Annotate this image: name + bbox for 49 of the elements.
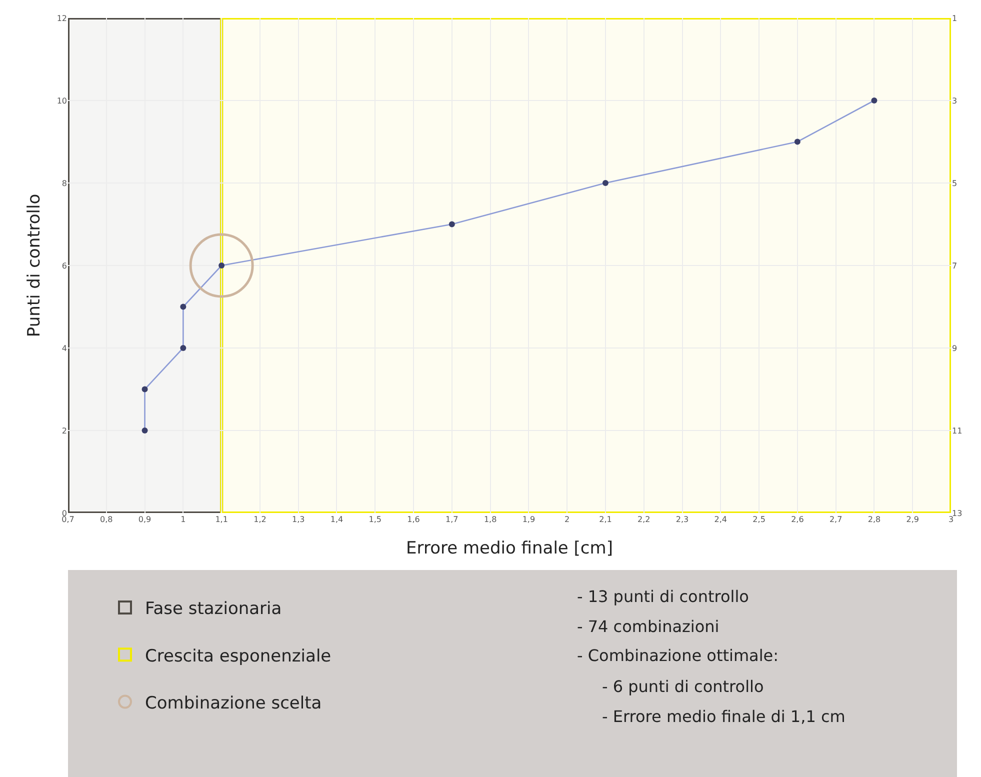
y-tick-label: 4 [62,344,67,353]
x-tick-label: 1,9 [522,515,536,524]
point [189,233,254,298]
text: - 13 punti di controllo [577,587,749,606]
x-tick-label: 2,3 [676,515,689,524]
x-tick-label: 1,8 [484,515,497,524]
y-tick-label: 2 [62,426,67,436]
x-tick-label: 2 [564,515,570,524]
y2-tick-label: 1 [952,14,958,23]
y-tick-label: 12 [56,14,67,23]
text: - 6 punti di controllo [602,677,764,696]
x-tick-label: 1,4 [330,515,344,524]
x-tick-label: 2,9 [906,515,919,524]
x-tick-label: 2,7 [829,515,842,524]
x-tick-label: 1,2 [254,515,266,524]
x-tick-label: 0,8 [100,515,113,524]
x-tick-label: 2,8 [868,515,881,524]
y2-tick-label: 3 [952,96,958,106]
x-tick-label: 1,6 [407,515,420,524]
y-tick-label: 10 [56,96,67,106]
x-tick-label: 0,7 [62,515,74,524]
x-tick-label: 2,2 [638,515,650,524]
x-tick-label: 1,7 [446,515,458,524]
legend-label: Fase stazionaria [145,599,282,620]
text: - Errore medio finale di 1,1 cm [602,707,846,726]
y-tick-label: 0 [62,508,67,518]
x-tick-label: 1,1 [215,515,228,524]
y-tick-label: 8 [62,178,67,188]
legend-label: Combinazione scelta [145,693,322,714]
text: - 74 combinazioni [577,617,720,636]
y-tick-label: 6 [62,261,67,270]
x-tick-label: 2,4 [714,515,728,524]
y2-tick-label: 9 [952,344,958,353]
x-tick-label: 1 [180,515,186,524]
y2-tick-label: 5 [952,178,958,188]
legend-label: Crescita esponenziale [145,646,332,666]
x-axis-title: Errore medio finale [cm] [406,538,613,558]
x-tick-label: 2,1 [599,515,612,524]
y2-tick-label: 13 [952,508,962,518]
y2-tick-label: 11 [952,426,962,436]
x-tick-label: 0,9 [138,515,152,524]
x-tick-label: 3 [948,515,954,524]
x-tick-label: 2,6 [791,515,804,524]
x-tick-label: 2,5 [752,515,766,524]
y-axis-title: Punti di controllo [24,194,44,338]
x-tick-label: 1,5 [368,515,382,524]
text: - Combinazione ottimale: [577,646,779,665]
y2-tick-label: 7 [952,261,958,270]
x-tick-label: 1,3 [292,515,305,524]
